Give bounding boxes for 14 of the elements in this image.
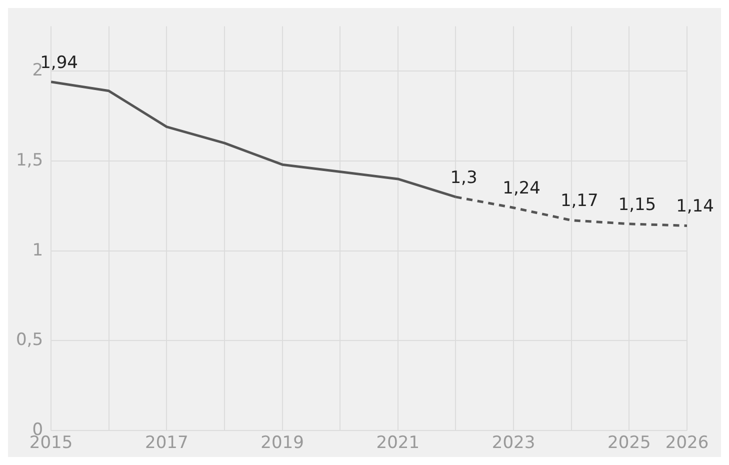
x-tick-label: 2023 bbox=[492, 433, 536, 454]
y-tick-label: 1 bbox=[32, 240, 44, 260]
y-tick-label: 1,5 bbox=[16, 150, 44, 170]
x-tick-label: 2025 bbox=[608, 433, 651, 454]
x-tick-label: 2019 bbox=[260, 433, 304, 454]
x-tick-label: 2017 bbox=[145, 433, 188, 454]
x-tick-label: 2026 bbox=[665, 433, 709, 454]
data-label: 1,15 bbox=[618, 194, 656, 215]
data-label: 1,17 bbox=[560, 191, 598, 212]
data-label: 1,24 bbox=[502, 178, 540, 199]
data-label: 1,14 bbox=[676, 196, 714, 217]
x-tick-label: 2021 bbox=[376, 433, 420, 454]
data-label: 1,3 bbox=[450, 168, 478, 188]
y-tick-label: 0,5 bbox=[16, 330, 44, 350]
